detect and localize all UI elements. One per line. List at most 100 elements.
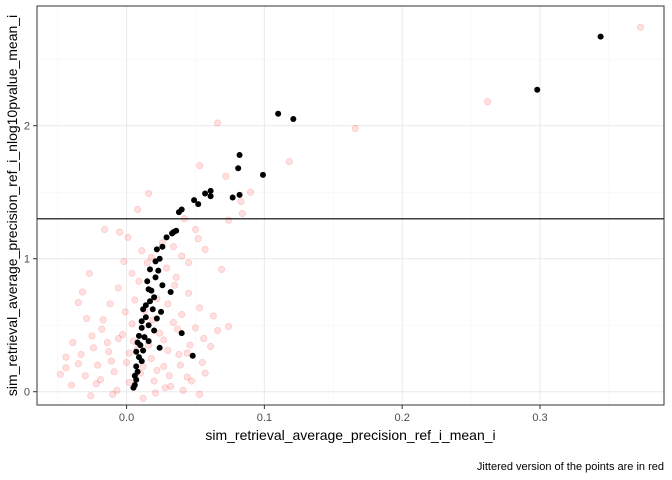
data-point <box>191 197 198 204</box>
jittered-point <box>237 198 245 206</box>
data-point <box>140 347 147 354</box>
jittered-point <box>147 253 155 261</box>
y-axis: 0 1 2 <box>24 121 37 399</box>
data-point <box>207 193 214 200</box>
jittered-point <box>110 368 118 376</box>
jittered-point <box>114 334 122 342</box>
data-point <box>142 314 149 321</box>
jittered-point <box>62 364 70 372</box>
data-point <box>133 376 140 383</box>
data-point <box>138 324 145 331</box>
jittered-point <box>218 265 226 273</box>
jittered-point <box>169 243 177 251</box>
jittered-point <box>164 346 172 354</box>
jittered-point <box>247 188 255 196</box>
jittered-point <box>113 386 121 394</box>
jittered-point <box>196 304 204 312</box>
data-point <box>140 306 147 313</box>
x-axis-title: sim_retrieval_average_precision_ref_i_me… <box>205 427 495 443</box>
jittered-point <box>225 323 233 331</box>
data-point <box>155 267 162 274</box>
jittered-point <box>116 228 124 236</box>
data-point <box>152 274 159 281</box>
jittered-point <box>106 300 114 308</box>
data-points <box>130 33 604 391</box>
jittered-point <box>285 158 293 166</box>
jittered-point <box>125 349 133 357</box>
data-point <box>153 246 160 253</box>
data-point <box>151 327 158 334</box>
y-axis-title: sim_retrieval_average_precision_ref_i_nl… <box>4 15 20 396</box>
jittered-point <box>207 342 215 350</box>
jittered-point <box>225 216 233 224</box>
jittered-point <box>150 377 158 385</box>
data-point <box>167 288 174 295</box>
jittered-point <box>156 329 164 337</box>
jittered-point <box>238 209 246 217</box>
jittered-point <box>124 233 132 241</box>
data-point <box>152 258 159 265</box>
jittered-point <box>81 372 89 380</box>
caption: Jittered version of the points are in re… <box>477 461 664 473</box>
jittered-point <box>200 334 208 342</box>
data-point <box>151 294 158 301</box>
jittered-point <box>77 350 85 358</box>
data-point <box>137 342 144 349</box>
jittered-point <box>96 376 104 384</box>
jittered-point <box>109 390 117 398</box>
jittered-point <box>201 369 209 377</box>
data-point <box>236 151 243 158</box>
jittered-point <box>147 354 155 362</box>
data-point <box>195 201 202 208</box>
data-point <box>178 330 185 337</box>
jittered-point <box>128 320 136 328</box>
jittered-point <box>131 296 139 304</box>
jittered-point <box>214 119 222 127</box>
jittered-point <box>134 205 142 213</box>
jittered-point <box>175 350 183 358</box>
x-tick-label: 0.0 <box>119 412 134 424</box>
x-tick-label: 0.3 <box>532 412 547 424</box>
jittered-point <box>89 344 97 352</box>
jittered-point <box>172 273 180 281</box>
jittered-point <box>196 162 204 170</box>
jittered-point <box>103 338 111 346</box>
jittered-point <box>161 384 169 392</box>
jittered-point <box>105 348 113 356</box>
jittered-point <box>186 341 194 349</box>
jittered-point <box>99 316 107 324</box>
data-point <box>133 363 140 370</box>
data-point <box>229 194 236 201</box>
jittered-point <box>145 190 153 198</box>
y-tick-label: 2 <box>24 121 30 133</box>
data-point <box>259 171 266 178</box>
data-point <box>130 384 137 391</box>
y-tick-label: 1 <box>24 254 30 266</box>
jittered-point <box>69 338 77 346</box>
jittered-point <box>120 257 128 265</box>
data-point <box>135 332 142 339</box>
data-point <box>202 190 209 197</box>
jittered-point <box>176 361 184 369</box>
x-tick-label: 0.2 <box>395 412 410 424</box>
jittered-point <box>351 124 359 132</box>
jittered-point <box>222 172 230 180</box>
jittered-point <box>83 315 91 323</box>
data-point <box>145 322 152 329</box>
jittered-point <box>194 235 202 243</box>
jittered-point <box>152 389 160 397</box>
jittered-point <box>183 373 191 381</box>
jittered-point <box>56 370 64 378</box>
jittered-points <box>56 23 645 402</box>
jittered-point <box>128 269 136 277</box>
jittered-point <box>187 377 195 385</box>
data-point <box>189 352 196 359</box>
data-point <box>236 191 243 198</box>
jittered-point <box>153 366 161 374</box>
jittered-point <box>167 382 175 390</box>
data-point <box>235 165 242 172</box>
data-point <box>144 278 151 285</box>
jittered-point <box>135 277 143 285</box>
